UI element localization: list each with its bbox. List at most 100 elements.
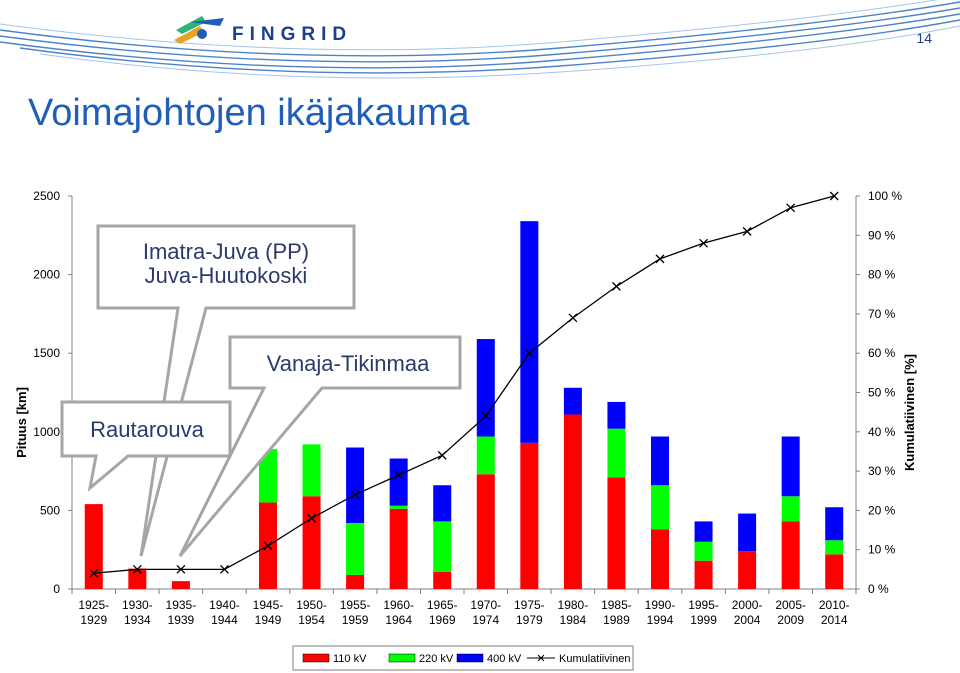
bar-220kv xyxy=(694,541,713,561)
x-tick-label: 1955- xyxy=(340,598,371,612)
cumulative-point xyxy=(524,348,534,358)
cumulative-point xyxy=(655,254,665,264)
bar-110kv xyxy=(389,508,408,589)
y2-tick-label: 100 % xyxy=(868,189,902,203)
x-tick-label: 1974 xyxy=(472,613,499,627)
cumulative-point xyxy=(568,313,578,323)
x-tick-label: 1954 xyxy=(298,613,325,627)
bar-110kv xyxy=(128,568,147,589)
cumulative-point xyxy=(829,191,839,201)
legend-label: 400 kV xyxy=(487,653,522,665)
bar-400kv xyxy=(738,513,757,552)
cumulative-point xyxy=(699,238,709,248)
y-tick-label: 2500 xyxy=(33,189,60,203)
bar-110kv xyxy=(520,442,539,589)
bar-110kv xyxy=(607,477,626,589)
y2-tick-label: 10 % xyxy=(868,543,896,557)
x-tick-label: 1995- xyxy=(688,598,719,612)
bar-400kv xyxy=(476,339,495,437)
bar-400kv xyxy=(651,436,669,486)
x-tick-label: 1980- xyxy=(558,598,589,612)
x-tick-label: 1994 xyxy=(647,613,674,627)
callout-vanaja-tikinmaa xyxy=(178,335,462,557)
bar-220kv xyxy=(259,449,277,503)
x-tick-label: 1960- xyxy=(383,598,414,612)
x-tick-label: 1929 xyxy=(80,613,107,627)
fingrid-logo-icon xyxy=(174,16,224,44)
bar-220kv xyxy=(825,540,844,555)
y-axis-label: Pituus [km] xyxy=(14,387,29,458)
bar-110kv xyxy=(563,414,582,589)
y2-tick-label: 60 % xyxy=(868,346,896,360)
page-number: 14 xyxy=(916,30,932,46)
cumulative-point xyxy=(394,470,404,480)
cumulative-point xyxy=(176,564,186,574)
cumulative-point xyxy=(481,411,491,421)
bar-110kv xyxy=(825,554,844,589)
cumulative-point xyxy=(786,203,796,213)
callout-text-rautarouva: Rautarouva xyxy=(90,417,204,442)
bar-110kv xyxy=(781,521,800,589)
y-tick-label: 0 xyxy=(53,582,60,596)
x-tick-label: 1939 xyxy=(168,613,195,627)
x-tick-label: 1950- xyxy=(296,598,327,612)
callout-text-imatra-juva: Imatra-Juva (PP) Juva-Huutokoski xyxy=(142,239,310,288)
x-tick-label: 1984 xyxy=(560,613,587,627)
y2-tick-label: 50 % xyxy=(868,386,896,400)
logo-text: FINGRID xyxy=(232,24,353,45)
bar-400kv xyxy=(433,485,452,522)
legend-swatch xyxy=(302,653,330,663)
cumulative-point xyxy=(89,568,99,578)
x-tick-label: 2005- xyxy=(775,598,806,612)
cumulative-point xyxy=(350,490,360,500)
callout-text-vanaja-tikinmaa: Vanaja-Tikinmaa xyxy=(266,351,430,376)
bar-220kv xyxy=(607,428,626,478)
y2-tick-label: 40 % xyxy=(868,425,896,439)
y2-tick-label: 30 % xyxy=(868,464,896,478)
x-tick-label: 1969 xyxy=(429,613,456,627)
legend-label: Kumulatiivinen xyxy=(559,653,631,665)
x-tick-label: 1959 xyxy=(342,613,369,627)
bar-110kv xyxy=(302,496,321,589)
x-tick-label: 1949 xyxy=(255,613,282,627)
x-tick-label: 2014 xyxy=(821,613,848,627)
bar-400kv xyxy=(520,221,539,443)
bar-400kv xyxy=(781,436,800,497)
cumulative-point xyxy=(437,450,447,460)
x-tick-label: 1944 xyxy=(211,613,238,627)
y-tick-label: 1500 xyxy=(33,346,60,360)
cumulative-point xyxy=(263,541,273,551)
bar-110kv xyxy=(738,551,757,589)
bar-220kv xyxy=(476,436,495,475)
y2-tick-label: 20 % xyxy=(868,503,896,517)
bar-220kv xyxy=(302,444,321,497)
x-tick-label: 1970- xyxy=(470,598,501,612)
bar-220kv xyxy=(781,496,800,522)
bar-220kv xyxy=(346,522,365,575)
x-tick-label: 2004 xyxy=(734,613,761,627)
x-tick-label: 1989 xyxy=(603,613,630,627)
header-swoosh xyxy=(0,0,960,79)
y2-axis-label: Kumulatiivinen [%] xyxy=(902,354,917,471)
cumulative-line xyxy=(93,195,835,574)
age-distribution-chart: 0 500 1000 1500 2000 2500 0 % 10 % 20 % 30 % 40 % 5… xyxy=(14,189,917,671)
y-tick-label: 500 xyxy=(40,503,60,517)
bar-110kv xyxy=(433,571,452,589)
x-tick-label: 1979 xyxy=(516,613,543,627)
x-tick-label: 1985- xyxy=(601,598,632,612)
bar-220kv xyxy=(433,521,452,572)
legend-label: 220 kV xyxy=(419,653,454,665)
bar-400kv xyxy=(563,387,582,415)
bar-110kv xyxy=(84,504,103,589)
cumulative-point xyxy=(219,564,229,574)
legend-marker xyxy=(537,654,545,662)
cumulative-point xyxy=(307,513,317,523)
x-tick-label: 1964 xyxy=(385,613,412,627)
y2-tick-label: 70 % xyxy=(868,307,896,321)
x-tick-label: 2010- xyxy=(819,598,850,612)
x-tick-label: 1925- xyxy=(78,598,109,612)
bar-110kv xyxy=(346,574,365,589)
x-tick-label: 1990- xyxy=(645,598,676,612)
y-tick-label: 1000 xyxy=(33,425,60,439)
x-tick-label: 2000- xyxy=(732,598,763,612)
